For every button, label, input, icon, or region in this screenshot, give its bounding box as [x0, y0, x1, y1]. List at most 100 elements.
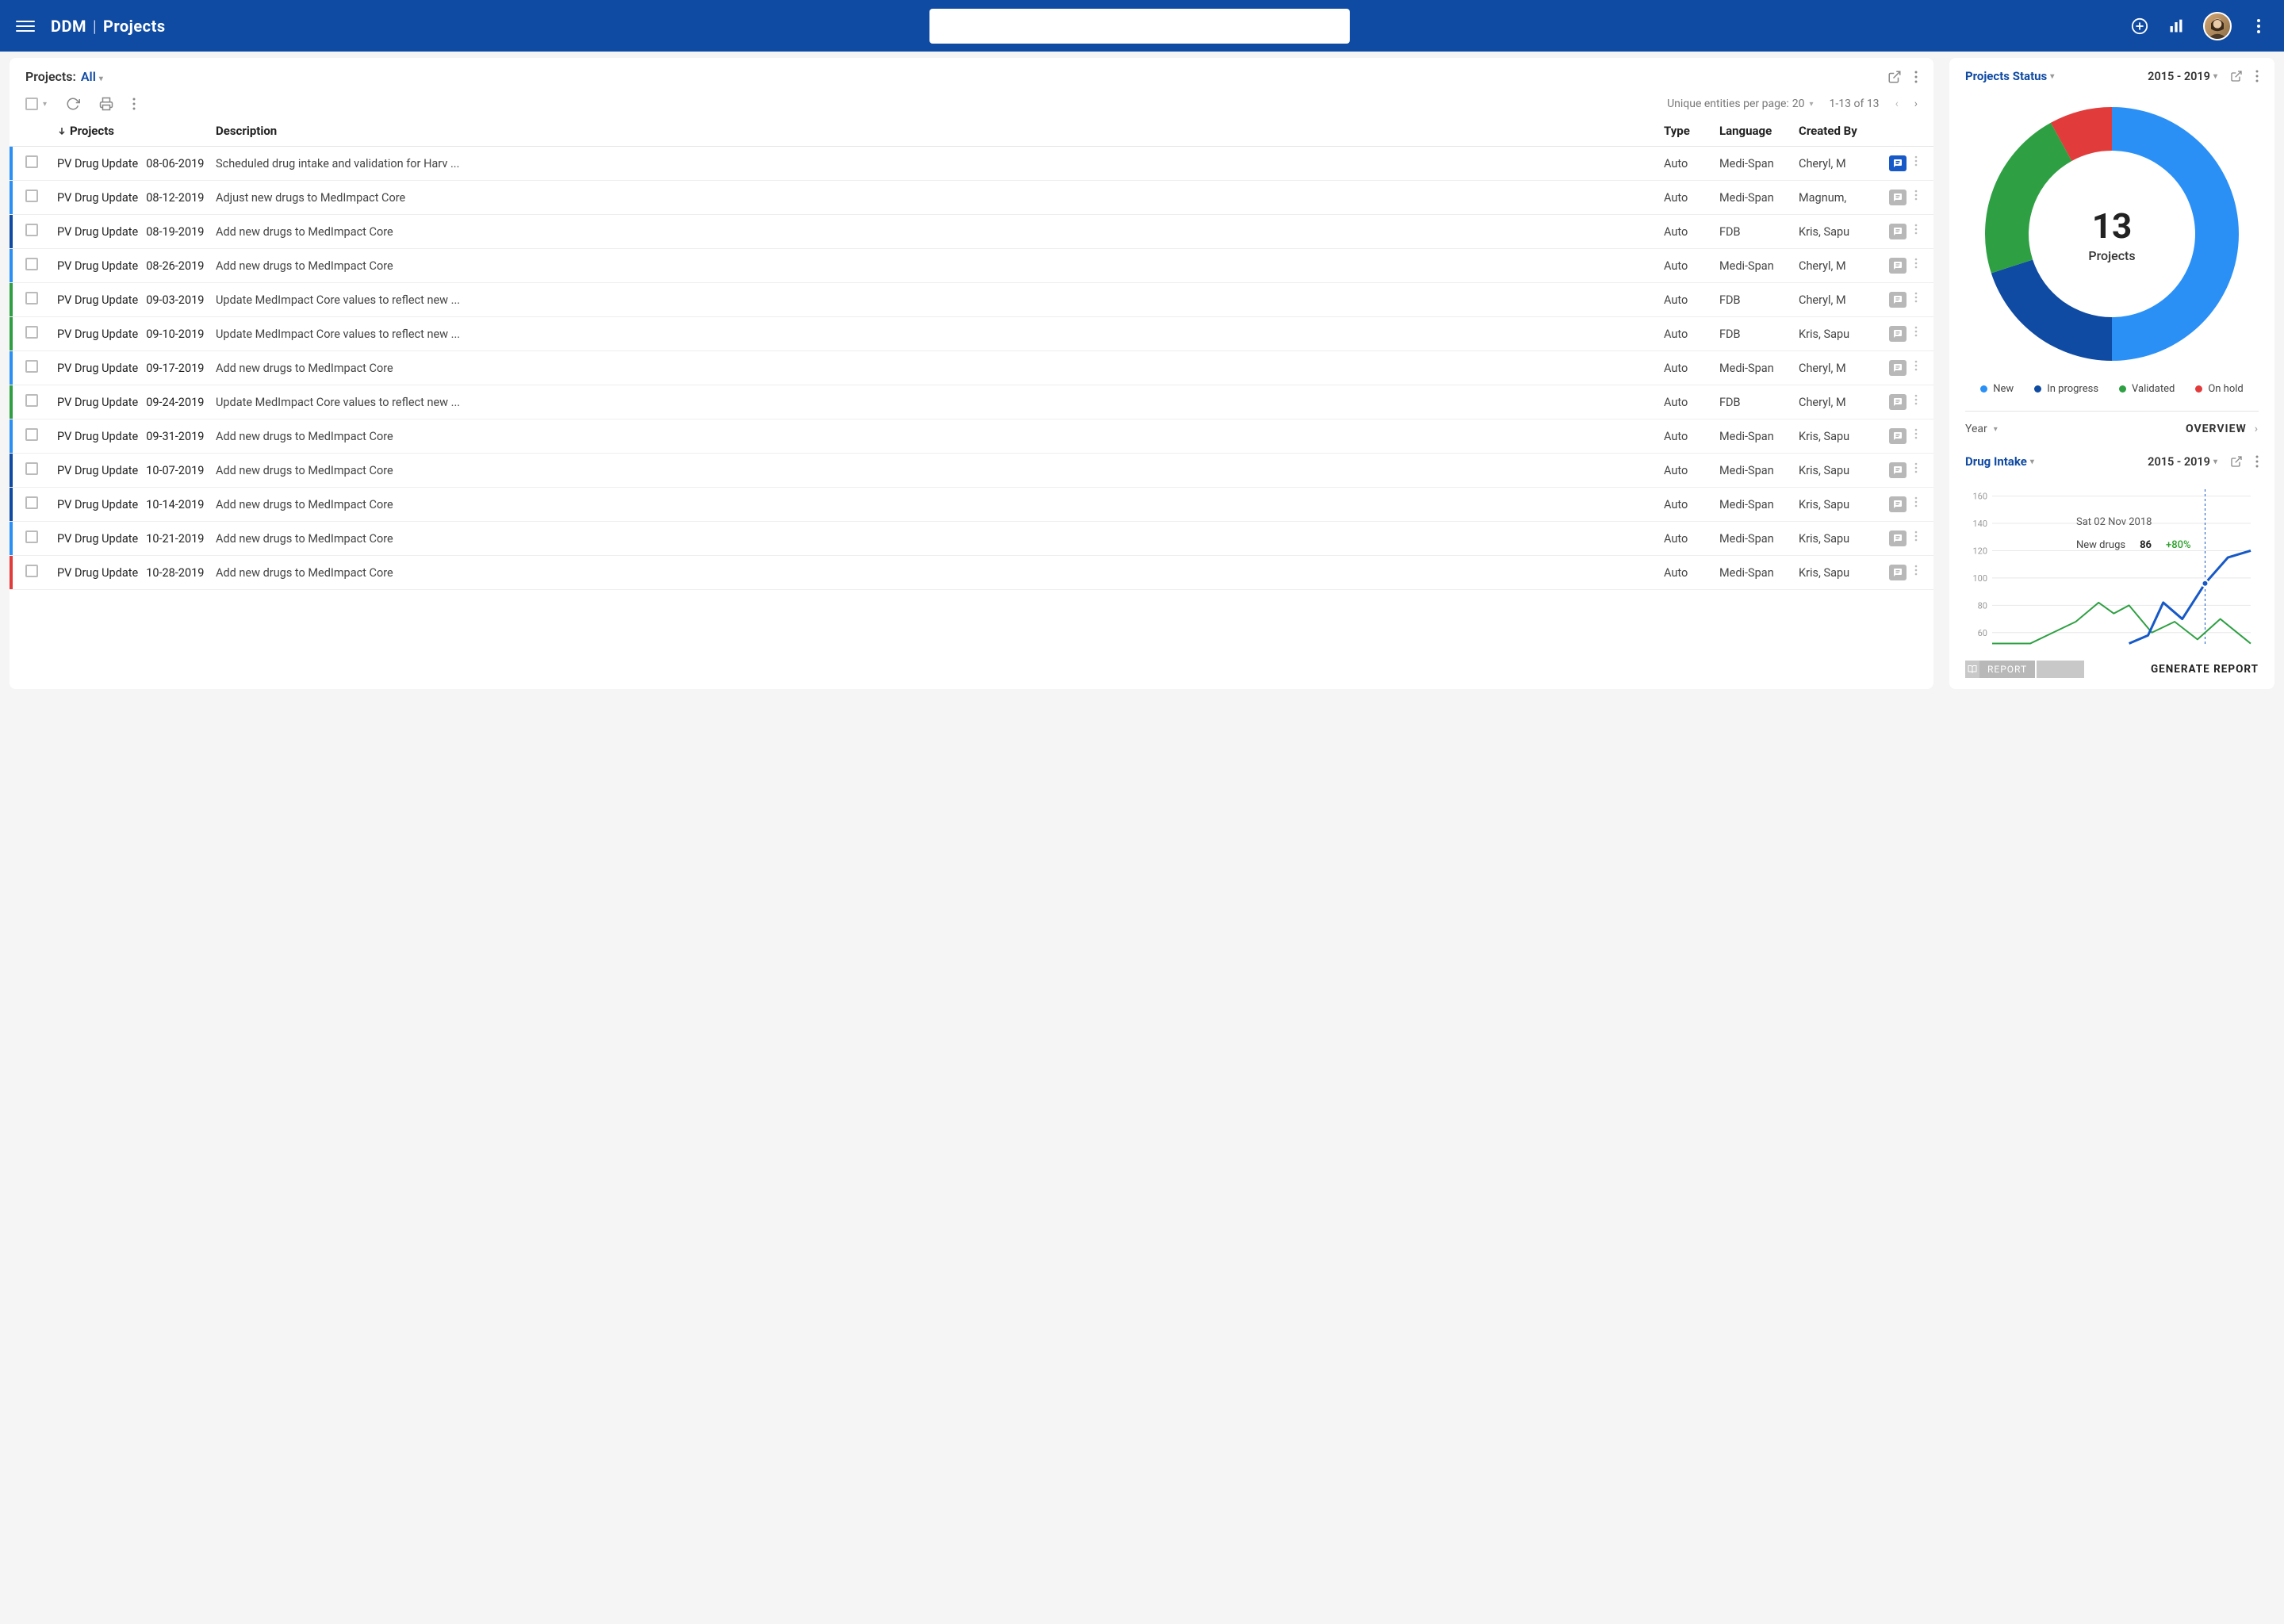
- kebab-icon[interactable]: [2249, 17, 2268, 36]
- svg-text:160: 160: [1972, 492, 1987, 502]
- search-input[interactable]: [929, 9, 1350, 44]
- comment-icon[interactable]: [1889, 190, 1907, 205]
- row-kebab-icon[interactable]: [1914, 292, 1918, 308]
- comment-icon[interactable]: [1889, 428, 1907, 444]
- table-row[interactable]: PV Drug Update08-19-2019 Add new drugs t…: [10, 215, 1933, 249]
- row-checkbox[interactable]: [25, 292, 38, 304]
- row-checkbox[interactable]: [25, 224, 38, 236]
- row-checkbox[interactable]: [25, 496, 38, 509]
- open-external-icon[interactable]: [1887, 70, 1902, 84]
- add-icon[interactable]: [2130, 17, 2149, 36]
- comment-icon[interactable]: [1889, 155, 1907, 171]
- table-row[interactable]: PV Drug Update10-28-2019 Add new drugs t…: [10, 556, 1933, 590]
- row-kebab-icon[interactable]: [1914, 326, 1918, 342]
- col-type[interactable]: Type: [1664, 124, 1719, 138]
- panel-kebab-icon[interactable]: [1914, 71, 1918, 83]
- table-row[interactable]: PV Drug Update09-10-2019 Update MedImpac…: [10, 317, 1933, 351]
- row-creator: Kris, Sapu: [1799, 464, 1870, 477]
- row-kebab-icon[interactable]: [1914, 224, 1918, 239]
- row-checkbox[interactable]: [25, 326, 38, 339]
- row-description: Add new drugs to MedImpact Core: [216, 498, 1664, 511]
- intake-range[interactable]: 2015 - 2019▾: [2148, 455, 2217, 469]
- table-row[interactable]: PV Drug Update09-31-2019 Add new drugs t…: [10, 419, 1933, 454]
- table-row[interactable]: PV Drug Update09-03-2019 Update MedImpac…: [10, 283, 1933, 317]
- year-dropdown[interactable]: Year▾: [1965, 423, 1998, 435]
- intake-kebab-icon[interactable]: [2255, 455, 2259, 468]
- row-creator: Cheryl, M: [1799, 362, 1870, 375]
- tooltip-label: New drugs: [2076, 539, 2125, 551]
- row-kebab-icon[interactable]: [1914, 258, 1918, 274]
- print-icon[interactable]: [99, 97, 113, 111]
- select-dropdown-icon[interactable]: ▾: [43, 100, 47, 109]
- menu-icon[interactable]: [16, 17, 35, 36]
- row-checkbox[interactable]: [25, 360, 38, 373]
- select-all-checkbox[interactable]: [25, 98, 38, 110]
- row-checkbox[interactable]: [25, 428, 38, 441]
- projects-filter[interactable]: All▾: [81, 69, 103, 84]
- row-checkbox[interactable]: [25, 530, 38, 543]
- status-range[interactable]: 2015 - 2019▾: [2148, 70, 2217, 83]
- legend-item: New: [1980, 383, 2014, 395]
- row-language: Medi-Span: [1719, 566, 1799, 580]
- table-row[interactable]: PV Drug Update09-17-2019 Add new drugs t…: [10, 351, 1933, 385]
- status-kebab-icon[interactable]: [2255, 70, 2259, 82]
- row-kebab-icon[interactable]: [1914, 530, 1918, 546]
- legend-item: In progress: [2034, 383, 2098, 395]
- row-kebab-icon[interactable]: [1914, 462, 1918, 478]
- comment-icon[interactable]: [1889, 496, 1907, 512]
- row-checkbox[interactable]: [25, 394, 38, 407]
- status-title[interactable]: Projects Status▾: [1965, 69, 2054, 83]
- comment-icon[interactable]: [1889, 565, 1907, 580]
- row-kebab-icon[interactable]: [1914, 360, 1918, 376]
- row-kebab-icon[interactable]: [1914, 565, 1918, 580]
- toolbar-kebab-icon[interactable]: [132, 98, 136, 110]
- intake-open-icon[interactable]: [2230, 455, 2243, 468]
- table-row[interactable]: PV Drug Update08-12-2019 Adjust new drug…: [10, 181, 1933, 215]
- chart-icon[interactable]: [2167, 17, 2186, 36]
- pagination-range: 1-13 of 13: [1830, 98, 1880, 110]
- row-kebab-icon[interactable]: [1914, 190, 1918, 205]
- col-description[interactable]: Description: [216, 124, 1664, 138]
- table-row[interactable]: PV Drug Update08-26-2019 Add new drugs t…: [10, 249, 1933, 283]
- table-header: Projects Description Type Language Creat…: [10, 116, 1933, 147]
- refresh-icon[interactable]: [66, 97, 80, 111]
- row-checkbox[interactable]: [25, 258, 38, 270]
- avatar[interactable]: [2203, 12, 2232, 40]
- row-kebab-icon[interactable]: [1914, 428, 1918, 444]
- page-prev-icon[interactable]: ‹: [1895, 98, 1899, 110]
- comment-icon[interactable]: [1889, 394, 1907, 410]
- comment-icon[interactable]: [1889, 530, 1907, 546]
- comment-icon[interactable]: [1889, 326, 1907, 342]
- row-checkbox[interactable]: [25, 462, 38, 475]
- col-projects[interactable]: Projects: [57, 124, 216, 138]
- entities-per-page[interactable]: Unique entities per page: 20 ▾: [1667, 98, 1813, 110]
- status-open-icon[interactable]: [2230, 70, 2243, 82]
- table-row[interactable]: PV Drug Update09-24-2019 Update MedImpac…: [10, 385, 1933, 419]
- col-language[interactable]: Language: [1719, 124, 1799, 138]
- row-checkbox[interactable]: [25, 190, 38, 202]
- row-type: Auto: [1664, 430, 1719, 443]
- overview-link[interactable]: OVERVIEW›: [2186, 423, 2259, 435]
- comment-icon[interactable]: [1889, 258, 1907, 274]
- col-created-by[interactable]: Created By: [1799, 124, 1870, 138]
- page-next-icon[interactable]: ›: [1914, 98, 1918, 110]
- comment-icon[interactable]: [1889, 292, 1907, 308]
- row-creator: Cheryl, M: [1799, 157, 1870, 170]
- intake-title[interactable]: Drug Intake▾: [1965, 454, 2034, 469]
- table-row[interactable]: PV Drug Update10-07-2019 Add new drugs t…: [10, 454, 1933, 488]
- row-description: Scheduled drug intake and validation for…: [216, 157, 1664, 170]
- row-kebab-icon[interactable]: [1914, 155, 1918, 171]
- comment-icon[interactable]: [1889, 224, 1907, 239]
- generate-report-button[interactable]: GENERATE REPORT: [2151, 663, 2259, 676]
- comment-icon[interactable]: [1889, 462, 1907, 478]
- row-kebab-icon[interactable]: [1914, 496, 1918, 512]
- comment-icon[interactable]: [1889, 360, 1907, 376]
- projects-label: Projects:: [25, 69, 76, 84]
- table-row[interactable]: PV Drug Update08-06-2019 Scheduled drug …: [10, 147, 1933, 181]
- table-row[interactable]: PV Drug Update10-14-2019 Add new drugs t…: [10, 488, 1933, 522]
- table-row[interactable]: PV Drug Update10-21-2019 Add new drugs t…: [10, 522, 1933, 556]
- row-kebab-icon[interactable]: [1914, 394, 1918, 410]
- row-checkbox[interactable]: [25, 155, 38, 168]
- row-checkbox[interactable]: [25, 565, 38, 577]
- report-tab[interactable]: REPORT: [1979, 661, 2035, 678]
